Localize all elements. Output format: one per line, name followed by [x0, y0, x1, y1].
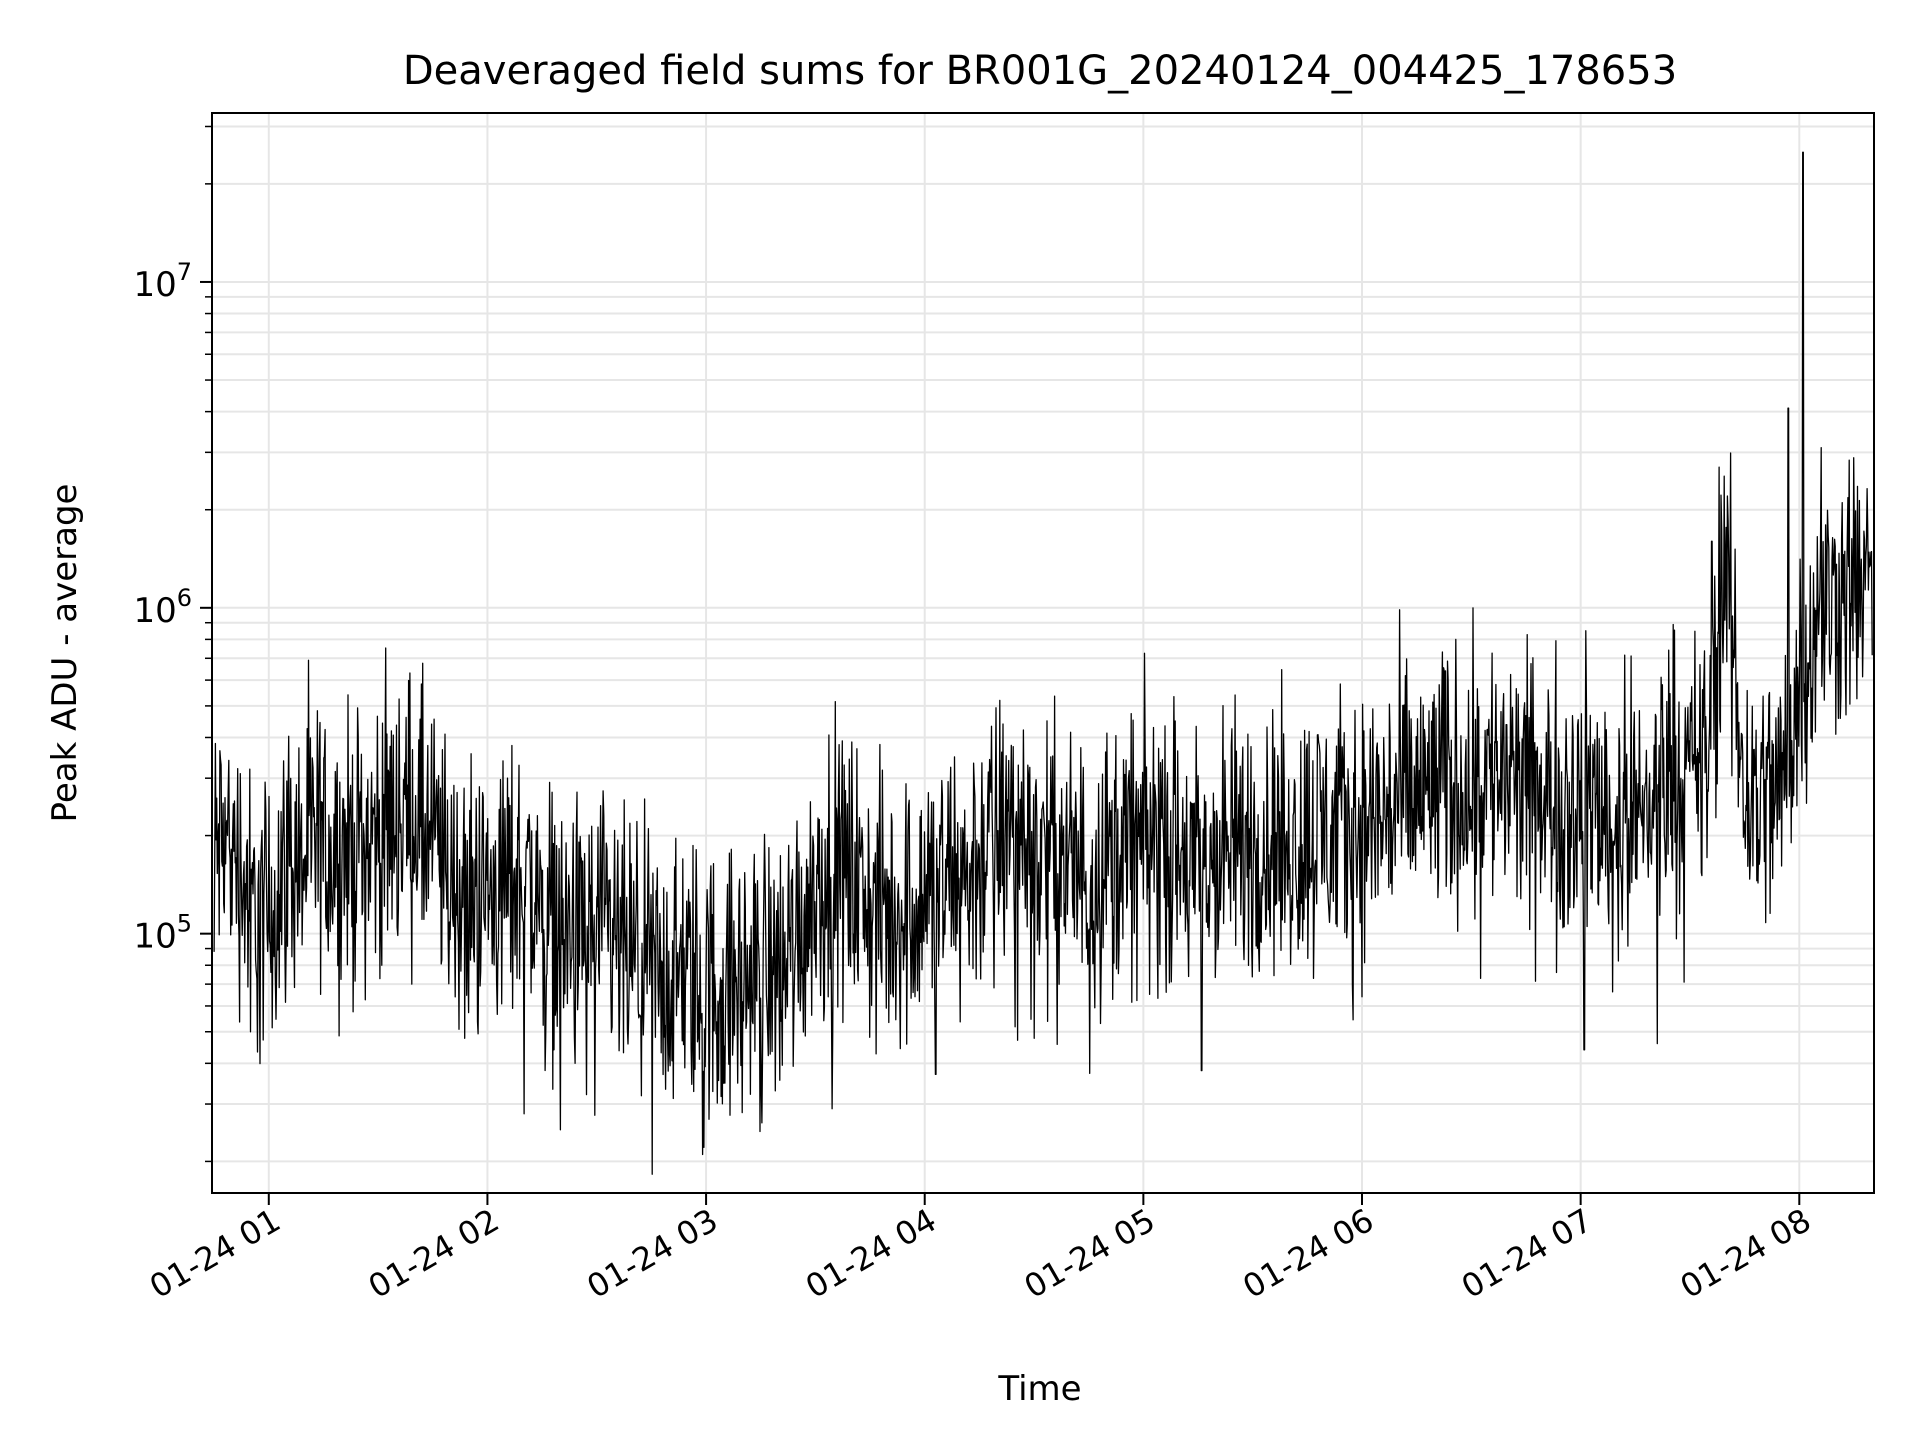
chart-title: Deaveraged field sums for BR001G_2024012… — [403, 48, 1677, 94]
y-tick-label: 107 — [133, 258, 192, 305]
y-tick-base: 10 — [133, 591, 176, 631]
x-tick-label: 01-24 02 — [362, 1201, 506, 1306]
y-tick-label: 106 — [133, 584, 192, 631]
x-tick-label: 01-24 04 — [799, 1201, 943, 1306]
x-tick-label: 01-24 07 — [1455, 1201, 1599, 1306]
y-tick-base: 10 — [133, 265, 176, 305]
x-tick-label: 01-24 08 — [1674, 1201, 1818, 1306]
y-axis-label: Peak ADU - average — [45, 484, 85, 823]
series-line — [213, 151, 1873, 1175]
x-tick-label: 01-24 06 — [1236, 1201, 1380, 1306]
plot-frame — [211, 112, 1875, 1194]
x-tick-label: 01-24 01 — [143, 1201, 287, 1306]
y-tick-exponent: 5 — [177, 910, 192, 938]
x-tick-label: 01-24 03 — [580, 1201, 724, 1306]
y-tick-exponent: 6 — [177, 584, 192, 612]
x-axis-ticks: 01-24 01 01-24 02 01-24 03 01-24 04 01-24 05… — [143, 1193, 1817, 1306]
x-axis-label: Time — [997, 1369, 1081, 1409]
y-tick-exponent: 7 — [177, 258, 192, 286]
x-tick-label: 01-24 05 — [1018, 1201, 1162, 1306]
minor-gridlines — [205, 125, 1874, 1163]
data-series — [213, 151, 1873, 1175]
y-tick-base: 10 — [133, 917, 176, 957]
y-tick-label: 105 — [133, 910, 192, 957]
